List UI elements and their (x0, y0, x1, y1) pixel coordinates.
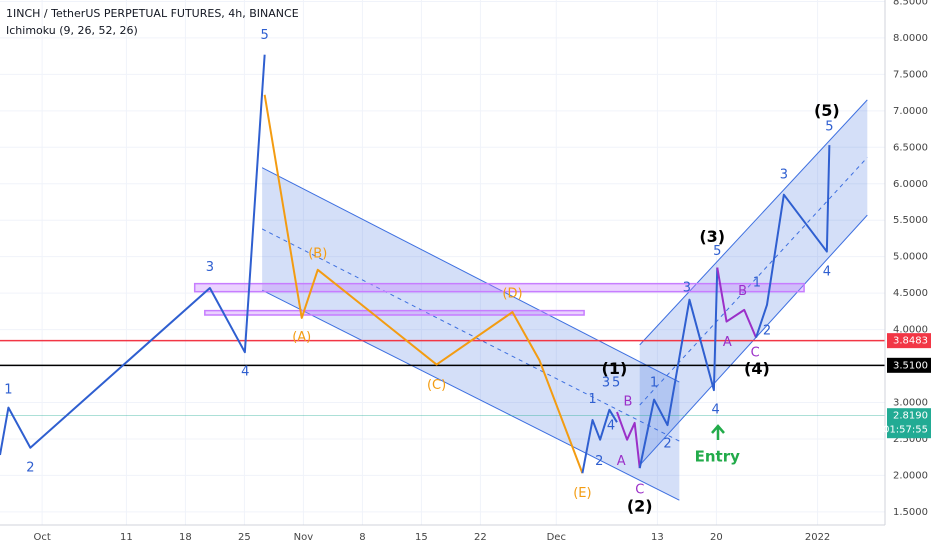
wave-label: Entry (695, 448, 740, 466)
wave-label: C (751, 345, 760, 360)
price-tag-label: 3.8483 (893, 336, 928, 347)
wave-label: (1) (602, 359, 628, 378)
wave-label: 5 (261, 28, 269, 43)
wave-label: (5) (814, 101, 840, 120)
wave-label: 1 (753, 275, 761, 290)
x-tick-label: Oct (33, 532, 50, 543)
y-tick-label: 5.0000 (893, 252, 928, 263)
wave-label: 1 (588, 392, 596, 407)
y-tick-label: 8.0000 (893, 33, 928, 44)
x-tick-label: 8 (359, 532, 365, 543)
y-tick-label: 4.5000 (893, 288, 928, 299)
wave-label: (2) (627, 496, 653, 515)
wave-label: B (738, 284, 747, 299)
y-tick-label: 3.0000 (893, 398, 928, 409)
channel-fill (262, 167, 680, 501)
price-tag (887, 357, 931, 373)
x-tick-label: 22 (474, 532, 487, 543)
x-tick-label: 18 (179, 532, 192, 543)
channel-midline (261, 228, 680, 442)
y-tick-label: 6.5000 (893, 142, 928, 153)
wave-label: 5 (713, 244, 721, 259)
wave-label: A (617, 454, 626, 469)
x-tick-label: Dec (547, 532, 566, 543)
wave-label: (E) (573, 486, 591, 501)
wave-line (0, 54, 266, 456)
price-tag-label: 3.5100 (893, 360, 928, 371)
wave-label: 5 (612, 375, 620, 390)
wave-label: (C) (427, 378, 446, 393)
channel-edge (261, 167, 680, 383)
wave-label: B (623, 394, 632, 409)
wave-label: 4 (711, 402, 719, 417)
wave-line (581, 408, 618, 474)
x-tick-label: 15 (415, 532, 428, 543)
wave-line (616, 411, 641, 469)
wave-label: 1 (650, 375, 658, 390)
wave-label: (3) (699, 227, 725, 246)
chart-title: 1INCH / TetherUS PERPETUAL FUTURES, 4h, … (6, 7, 299, 20)
resistance-zone (193, 282, 805, 293)
wave-label: (B) (308, 246, 327, 261)
wave-label: 3 (206, 260, 214, 275)
wave-label: C (635, 483, 644, 498)
entry-arrow (711, 424, 725, 440)
wave-label: 3 (683, 281, 691, 296)
wave-label: 4 (607, 418, 615, 433)
price-tag (887, 333, 931, 349)
x-tick-label: 11 (120, 532, 133, 543)
plot-area (0, 0, 885, 525)
channel-edge (261, 289, 680, 501)
wave-line (263, 94, 584, 474)
indicator-label: Ichimoku (9, 26, 52, 26) (6, 24, 138, 37)
wave-line (716, 267, 757, 338)
wave-label: (A) (292, 330, 311, 345)
wave-label: 3 (602, 375, 610, 390)
wave-line (638, 267, 719, 469)
wave-label: 2 (595, 454, 603, 469)
price-tag-label: 2.8190 (893, 411, 928, 422)
x-tick-label: 25 (238, 532, 251, 543)
wave-label: (4) (744, 359, 770, 378)
wave-label: 2 (663, 437, 671, 452)
y-tick-label: 2.0000 (893, 470, 928, 481)
wave-label: 4 (823, 264, 831, 279)
wave-label: 2 (763, 324, 771, 339)
wave-label: 4 (241, 364, 249, 379)
price-tag (887, 408, 931, 439)
countdown: 01:57:55 (883, 425, 928, 436)
x-tick-label: 2022 (805, 532, 830, 543)
wave-label: 2 (26, 461, 34, 476)
resistance-zone (204, 309, 585, 316)
channel-edge (639, 99, 868, 346)
y-tick-label: 7.0000 (893, 106, 928, 117)
channel-fill (639, 99, 868, 466)
y-tick-label: 4.0000 (893, 325, 928, 336)
x-tick-label: Nov (294, 532, 314, 543)
y-tick-label: 6.0000 (893, 179, 928, 190)
wave-label: 3 (780, 168, 788, 183)
wave-line (755, 145, 831, 338)
wave-label: (D) (502, 286, 522, 301)
wave-label: 5 (825, 119, 833, 134)
y-tick-label: 7.5000 (893, 69, 928, 80)
y-tick-label: 2.5000 (893, 434, 928, 445)
wave-label: A (723, 335, 732, 350)
y-tick-label: 5.5000 (893, 215, 928, 226)
wave-label: 1 (4, 383, 12, 398)
x-tick-label: 20 (710, 532, 723, 543)
y-tick-label: 1.5000 (893, 507, 928, 518)
y-tick-label: 8.5000 (893, 0, 928, 7)
x-tick-label: 13 (651, 532, 664, 543)
